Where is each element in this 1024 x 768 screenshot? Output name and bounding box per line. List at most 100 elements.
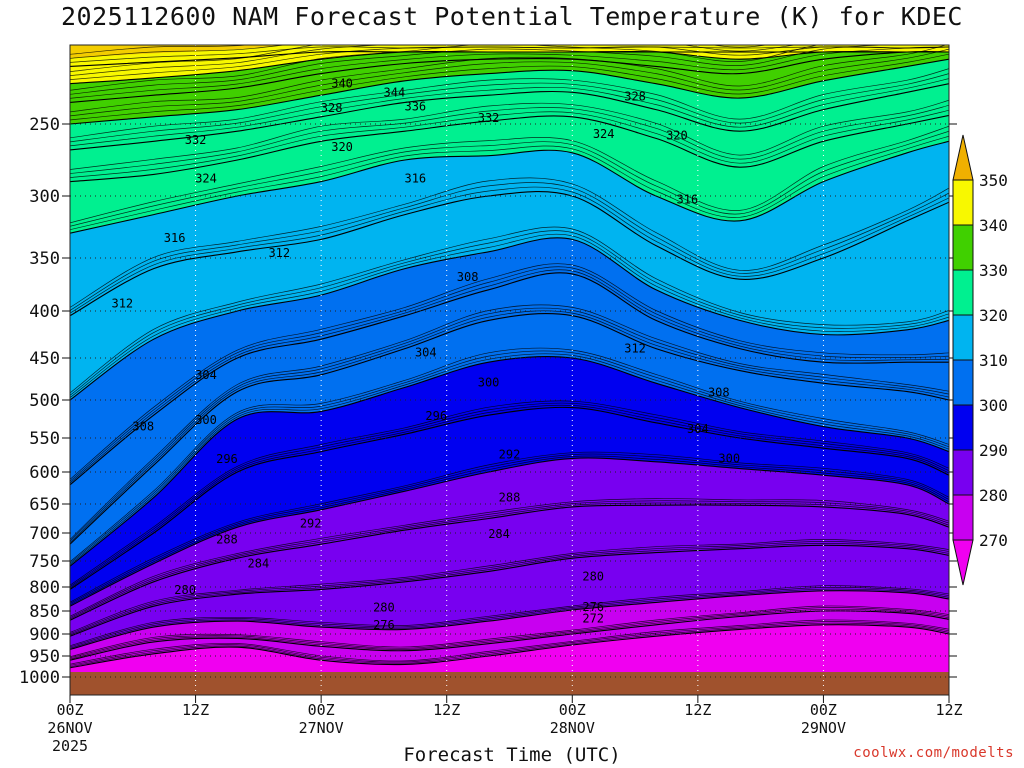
contour-label-276: 276 bbox=[582, 600, 604, 614]
colorbar-label-330: 330 bbox=[979, 261, 1008, 280]
contour-label-276: 276 bbox=[373, 618, 395, 632]
y-tick-label-550: 550 bbox=[29, 429, 60, 449]
grid-lines bbox=[70, 45, 949, 695]
isentrope-340-minor-3 bbox=[70, 45, 768, 72]
colorbar: 350 340 330 320 310 300 290 280 270 bbox=[952, 134, 1008, 586]
contour-label-324: 324 bbox=[195, 172, 217, 186]
contour-label-280: 280 bbox=[373, 601, 395, 615]
y-tick-label-900: 900 bbox=[29, 625, 60, 645]
isentrope-312-minor-3 bbox=[70, 226, 949, 394]
isentrope-288-minor-1 bbox=[70, 502, 949, 620]
y-tick-label-950: 950 bbox=[29, 647, 60, 667]
colorbar-swatch-2 bbox=[952, 224, 974, 271]
y-tick-label-650: 650 bbox=[29, 495, 60, 515]
isentrope-284-minor-3 bbox=[70, 539, 949, 633]
isentrope-344-minor-1 bbox=[70, 46, 949, 63]
contour-label-300: 300 bbox=[478, 375, 500, 389]
isentrope-288 bbox=[70, 504, 949, 621]
contour-label-308: 308 bbox=[457, 270, 479, 284]
contour-label-316: 316 bbox=[404, 172, 426, 186]
y-axis: 250 300 350 400 450 500 550 600 650 700 750 800 850 9… bbox=[19, 115, 957, 688]
isentrope-324 bbox=[70, 114, 949, 183]
isentrope-340-minor-2 bbox=[70, 45, 797, 76]
contour-label-292: 292 bbox=[300, 517, 322, 531]
x-tick-label-2025: 2025 bbox=[52, 737, 88, 755]
isentrope-296-minor-2 bbox=[70, 402, 949, 587]
y-tick-label-750: 750 bbox=[29, 552, 60, 572]
y-tick-label-450: 450 bbox=[29, 349, 60, 369]
y-tick-label-600: 600 bbox=[29, 463, 60, 483]
isentrope-308-minor-2 bbox=[70, 266, 949, 482]
isentrope-292-minor-3 bbox=[70, 451, 949, 603]
isentrope-300-minor-3 bbox=[70, 347, 949, 563]
contour-label-328: 328 bbox=[624, 90, 646, 104]
contour-label-296: 296 bbox=[425, 409, 447, 423]
colorbar-label-290: 290 bbox=[979, 441, 1008, 460]
colorbar-label-280: 280 bbox=[979, 486, 1008, 505]
theta-fill-layer bbox=[70, 45, 949, 695]
y-tick-label-350: 350 bbox=[29, 249, 60, 269]
contour-label-280: 280 bbox=[174, 583, 196, 597]
x-tick-label-28NOV: 28NOV bbox=[550, 719, 595, 737]
isentrope-336-minor-3 bbox=[70, 45, 820, 91]
colorbar-swatch-1 bbox=[952, 179, 974, 226]
colorbar-swatch-3 bbox=[952, 269, 974, 316]
isentrope-320 bbox=[70, 140, 949, 234]
isentrope-300-minor-2 bbox=[70, 350, 949, 564]
contour-label-316: 316 bbox=[677, 193, 699, 207]
isentrope-296-minor-3 bbox=[70, 400, 949, 586]
isentrope-324-minor-2 bbox=[70, 104, 949, 174]
isentrope-336-minor-2 bbox=[70, 45, 891, 95]
isentrope-316-minor-3 bbox=[70, 177, 949, 308]
colorbar-swatch-5 bbox=[952, 359, 974, 406]
contour-label-300: 300 bbox=[195, 413, 217, 427]
y-tick-label-400: 400 bbox=[29, 302, 60, 322]
x-tick-label-12Z: 12Z bbox=[433, 701, 460, 719]
contour-label-320: 320 bbox=[666, 129, 688, 143]
isentrope-344-minor-3 bbox=[70, 45, 250, 55]
isentrope-344 bbox=[70, 51, 949, 67]
isentrope-276-minor-1 bbox=[70, 608, 949, 660]
contour-label-340: 340 bbox=[331, 77, 353, 91]
x-tick-label-00Z: 00Z bbox=[810, 701, 837, 719]
isentrope-344-minor-2 bbox=[70, 45, 288, 59]
isentrope-324-minor-3 bbox=[70, 99, 949, 170]
x-tick-label-00Z: 00Z bbox=[308, 701, 335, 719]
x-tick-label-12Z: 12Z bbox=[684, 701, 711, 719]
colorbar-label-310: 310 bbox=[979, 351, 1008, 370]
isentrope-328-minor-1 bbox=[70, 78, 949, 147]
colorbar-swatch-6 bbox=[952, 404, 974, 451]
isentrope-312-minor-2 bbox=[70, 230, 949, 396]
isentrope-300-minor-1 bbox=[70, 353, 949, 565]
x-axis-title: Forecast Time (UTC) bbox=[403, 744, 621, 766]
contour-label-292: 292 bbox=[499, 447, 521, 461]
contour-label-312: 312 bbox=[111, 297, 133, 311]
isentrope-272-minor-1 bbox=[70, 622, 949, 667]
source-credit[interactable]: coolwx.com/modelts bbox=[853, 745, 1014, 761]
colorbar-label-300: 300 bbox=[979, 396, 1008, 415]
contour-label-312: 312 bbox=[268, 246, 290, 260]
contour-label-284: 284 bbox=[248, 557, 270, 571]
isentrope-288-minor-2 bbox=[70, 500, 949, 618]
contour-label-300: 300 bbox=[718, 451, 740, 465]
isentrope-304-minor-2 bbox=[70, 307, 949, 542]
contour-label-328: 328 bbox=[321, 101, 343, 115]
isentrope-316 bbox=[70, 190, 949, 317]
isentrope-328-minor-3 bbox=[70, 68, 949, 139]
x-tick-label-00Z: 00Z bbox=[56, 701, 83, 719]
contour-label-344: 344 bbox=[384, 85, 406, 99]
y-tick-label-300: 300 bbox=[29, 187, 60, 207]
isentrope-272 bbox=[70, 624, 949, 669]
contour-label-280: 280 bbox=[582, 570, 604, 584]
y-tick-label-850: 850 bbox=[29, 602, 60, 622]
isentrope-308 bbox=[70, 272, 949, 486]
isentrope-272-minor-2 bbox=[70, 621, 949, 666]
isentrope-312 bbox=[70, 237, 949, 401]
isentrope-292-minor-1 bbox=[70, 455, 949, 606]
isentrope-320-minor-2 bbox=[70, 130, 949, 227]
y-tick-label-1000: 1000 bbox=[19, 668, 60, 688]
isentrope-284-minor-1 bbox=[70, 543, 949, 636]
